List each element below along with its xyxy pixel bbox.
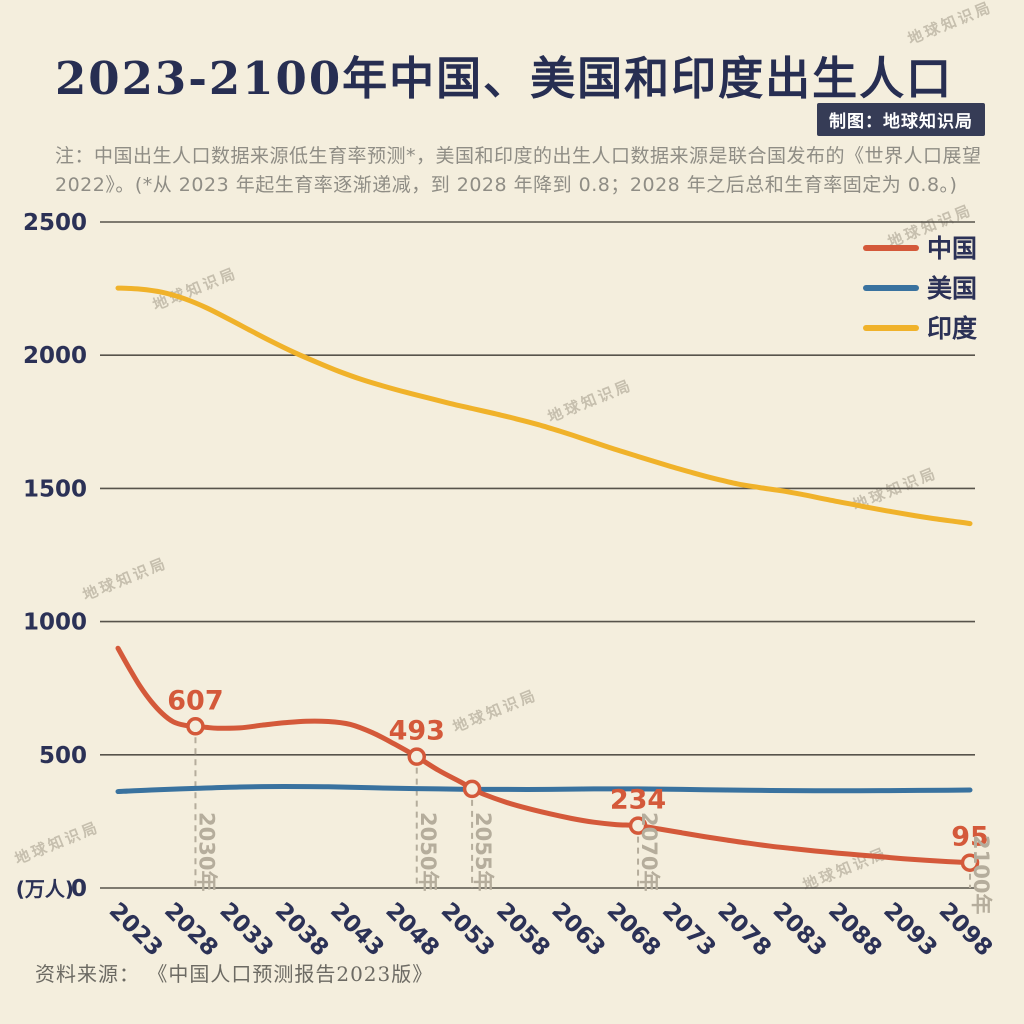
annotation-value-label: 607 bbox=[167, 685, 223, 716]
y-axis-unit-label: (万人) bbox=[16, 877, 74, 901]
x-tick-label: 2033 bbox=[214, 898, 278, 962]
annotation-value-label: 493 bbox=[389, 716, 445, 747]
x-tick-label: 2023 bbox=[104, 898, 168, 962]
x-tick-label: 2088 bbox=[823, 898, 887, 962]
x-tick-label: 2058 bbox=[491, 898, 555, 962]
legend-label-美国: 美国 bbox=[927, 274, 977, 303]
x-tick-label: 2068 bbox=[602, 898, 666, 962]
annotation-year-label: 2030年 bbox=[194, 812, 218, 891]
annotation-year-label: 2100年 bbox=[969, 835, 993, 914]
x-tick-label: 2078 bbox=[712, 898, 776, 962]
legend-label-印度: 印度 bbox=[927, 314, 977, 343]
annotation-year-label: 2050年 bbox=[416, 812, 440, 891]
x-tick-label: 2073 bbox=[657, 898, 721, 962]
annotation-year-label: 2055年 bbox=[471, 812, 495, 891]
series-line-印度 bbox=[115, 285, 973, 527]
annotation-marker bbox=[186, 717, 205, 736]
x-tick-label: 2038 bbox=[270, 898, 334, 962]
x-tick-label: 2043 bbox=[325, 898, 389, 962]
x-tick-label: 2093 bbox=[878, 898, 942, 962]
x-tick-label: 2083 bbox=[768, 898, 832, 962]
legend-label-中国: 中国 bbox=[927, 234, 977, 263]
annotation-value-label: 95 bbox=[951, 822, 989, 853]
annotation-year-label: 2070年 bbox=[637, 812, 661, 891]
y-tick-label: 500 bbox=[39, 743, 87, 769]
y-tick-label: 1500 bbox=[23, 476, 87, 502]
credit-badge: 制图：地球知识局 bbox=[817, 103, 985, 136]
series-line-美国 bbox=[115, 784, 973, 795]
note-text: 注：中国出生人口数据来源低生育率预测*，美国和印度的出生人口数据来源是联合国发布… bbox=[55, 145, 982, 196]
annotation-marker bbox=[407, 747, 427, 766]
x-tick-label: 2028 bbox=[159, 898, 223, 962]
y-tick-label: 2000 bbox=[23, 343, 87, 369]
y-tick-label: 0 bbox=[71, 876, 87, 902]
annotation-value-label: 234 bbox=[610, 785, 666, 816]
y-tick-label: 1000 bbox=[23, 610, 87, 636]
annotation-marker bbox=[462, 779, 482, 799]
source-text: 资料来源： 《中国人口预测报告2023版》 bbox=[35, 962, 434, 986]
page-title: 2023-2100年中国、美国和印度出生人口 bbox=[55, 52, 954, 105]
x-tick-label: 2053 bbox=[436, 898, 500, 962]
y-tick-label: 2500 bbox=[23, 210, 87, 236]
x-tick-label: 2063 bbox=[546, 898, 610, 962]
annotation-marker bbox=[960, 853, 980, 872]
annotation-marker bbox=[628, 816, 648, 835]
x-tick-label: 2048 bbox=[380, 898, 444, 962]
